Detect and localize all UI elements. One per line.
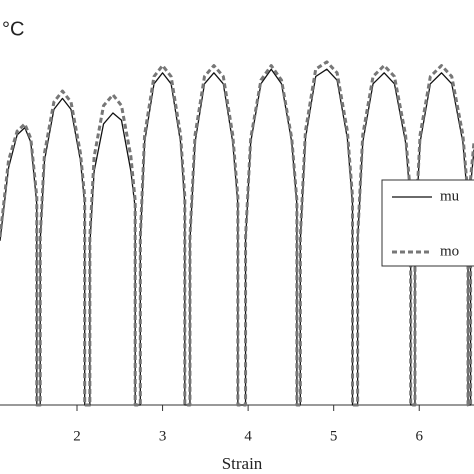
annotation: °C (2, 18, 24, 40)
x-axis-title: Strain (222, 454, 263, 473)
x-tick-label: 2 (73, 428, 81, 444)
x-tick-label: 4 (244, 428, 252, 444)
series-line (0, 60, 474, 407)
x-tick-label: 6 (415, 428, 423, 444)
legend-label: mu (440, 188, 460, 204)
x-tick-label: 3 (159, 428, 167, 444)
legend-label: mo (440, 243, 459, 259)
x-tick-label: 5 (330, 428, 338, 444)
